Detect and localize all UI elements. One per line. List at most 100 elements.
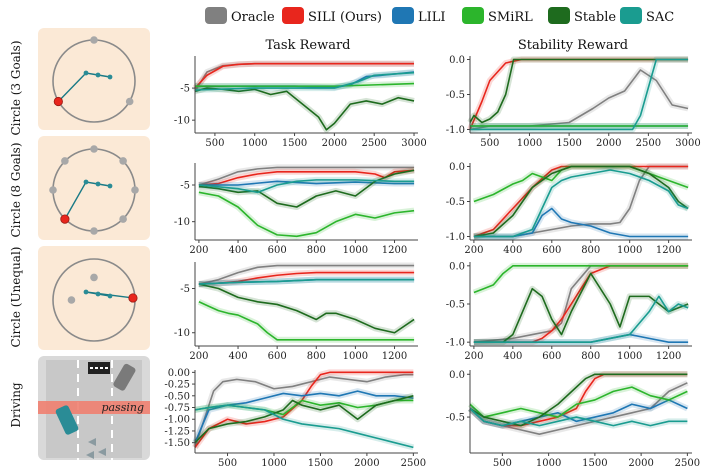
env-target-marker bbox=[53, 96, 63, 107]
legend-label: Stable bbox=[574, 10, 616, 25]
y-tick-label: -0.25 bbox=[164, 380, 190, 391]
row-label-driving: Driving bbox=[9, 382, 23, 428]
series-line-sac bbox=[473, 295, 689, 343]
y-tick-label: -10 bbox=[174, 328, 190, 339]
x-tick-label: 1500 bbox=[308, 458, 333, 468]
row-label-circle-8: Circle (8 Goals) bbox=[9, 142, 23, 237]
series-line-stable bbox=[473, 272, 689, 343]
y-tick-label: -0.75 bbox=[164, 403, 190, 414]
x-tick-label: 500 bbox=[205, 138, 224, 149]
series-line-sac bbox=[198, 278, 415, 285]
row-label-circle-3: Circle (3 Goals) bbox=[9, 40, 23, 135]
env-agent-marker bbox=[83, 289, 89, 295]
x-tick-label: 2500 bbox=[401, 458, 426, 468]
column-title-stability: Stability Reward bbox=[518, 38, 628, 53]
series-line-smirl bbox=[198, 191, 415, 238]
x-tick-label: 800 bbox=[307, 351, 326, 362]
env-trajectory-marker bbox=[88, 438, 96, 446]
x-tick-label: 1000 bbox=[517, 138, 542, 149]
x-tick-label: 200 bbox=[189, 245, 208, 256]
x-tick-label: 500 bbox=[493, 458, 512, 468]
env-agent-marker bbox=[95, 181, 101, 187]
series-band bbox=[197, 299, 415, 343]
environment-panels: passing bbox=[38, 28, 150, 466]
env-goal-marker bbox=[131, 186, 139, 194]
series-line-sac bbox=[470, 58, 689, 131]
x-tick-label: 800 bbox=[581, 245, 600, 256]
x-tick-label: 200 bbox=[464, 351, 483, 362]
x-tick-label: 2000 bbox=[354, 458, 379, 468]
chart-panel-4: -5 -10 200 400 600 800 1000 1200 bbox=[174, 262, 418, 362]
series-line-smirl bbox=[469, 386, 688, 418]
x-tick-label: 1500 bbox=[556, 138, 581, 149]
y-tick-label: -1.00 bbox=[164, 415, 190, 426]
legend-label: SILI (Ours) bbox=[308, 10, 382, 25]
env-panel-background bbox=[38, 28, 150, 130]
x-tick-label: 1200 bbox=[656, 351, 681, 362]
legend-label: SAC bbox=[646, 10, 674, 25]
x-tick-label: 1200 bbox=[382, 351, 407, 362]
env-passing-label: passing bbox=[101, 401, 144, 414]
x-tick-label: 2000 bbox=[596, 138, 621, 149]
y-tick-label: 0.0 bbox=[449, 261, 465, 272]
x-tick-label: 1500 bbox=[282, 138, 307, 149]
legend-swatch bbox=[282, 7, 304, 24]
x-tick-label: 400 bbox=[503, 245, 522, 256]
x-tick-label: 1500 bbox=[582, 458, 607, 468]
y-tick-label: -1.0 bbox=[446, 232, 465, 243]
env-agent-marker bbox=[95, 72, 101, 78]
series-line-sac bbox=[194, 71, 415, 91]
y-tick-label: -0.5 bbox=[446, 300, 465, 311]
series-band bbox=[194, 85, 415, 133]
legend-swatch bbox=[462, 7, 484, 24]
env-panel-1 bbox=[38, 136, 150, 240]
x-tick-label: 2000 bbox=[322, 138, 347, 149]
series-line-oracle bbox=[198, 166, 415, 186]
series-line-stable bbox=[469, 58, 689, 124]
y-tick-label: -1.50 bbox=[164, 438, 190, 449]
env-goal-marker bbox=[125, 97, 134, 106]
x-tick-label: 2500 bbox=[636, 138, 661, 149]
legend-swatch bbox=[548, 7, 570, 24]
chart-panel-2: -5 -10 200 400 600 800 1000 1200 bbox=[174, 163, 418, 256]
x-tick-label: 1000 bbox=[261, 458, 286, 468]
chart-panel-0: -5 -10 500 1000 1500 2000 2500 3000 bbox=[174, 56, 427, 149]
x-tick-label: 1000 bbox=[343, 245, 368, 256]
series-line-sac bbox=[194, 404, 414, 449]
series-line-oracle bbox=[198, 264, 415, 285]
x-tick-label: 600 bbox=[268, 351, 287, 362]
y-tick-label: -1.25 bbox=[164, 426, 190, 437]
row-label-circle-unequal: Circle (Unequal) bbox=[9, 247, 23, 348]
y-tick-label: -10 bbox=[174, 116, 190, 127]
env-agent-marker bbox=[107, 293, 113, 299]
env-agent-path bbox=[64, 181, 111, 220]
env-roadblock-icon bbox=[88, 362, 110, 374]
series-line-smirl bbox=[198, 301, 415, 341]
env-goal-marker bbox=[90, 145, 98, 153]
series-line-sac bbox=[469, 407, 688, 427]
y-tick-label: -5 bbox=[180, 181, 190, 192]
x-tick-label: 1000 bbox=[536, 458, 561, 468]
env-goal-marker bbox=[90, 273, 98, 282]
x-tick-label: 1200 bbox=[382, 245, 407, 256]
series-line-sac bbox=[198, 179, 415, 194]
env-goal-marker bbox=[90, 36, 98, 44]
y-tick-label: -0.50 bbox=[164, 391, 190, 402]
series-line-oracle bbox=[194, 373, 414, 448]
legend-label: LILI bbox=[418, 10, 446, 25]
env-target-marker bbox=[60, 214, 70, 224]
x-tick-label: 2000 bbox=[628, 458, 653, 468]
x-tick-label: 2500 bbox=[675, 458, 700, 468]
x-tick-label: 3000 bbox=[675, 138, 700, 149]
series-line-sac bbox=[473, 169, 689, 238]
x-tick-label: 500 bbox=[218, 458, 237, 468]
env-trajectory-marker bbox=[98, 448, 106, 456]
series-line-smirl bbox=[195, 82, 415, 87]
series-band bbox=[473, 293, 690, 346]
y-tick-label: -0.5 bbox=[446, 197, 465, 208]
y-tick-label: -1.0 bbox=[446, 125, 465, 136]
env-other-car-icon bbox=[113, 363, 136, 391]
env-agent-marker bbox=[107, 74, 113, 80]
series-band bbox=[198, 281, 416, 336]
